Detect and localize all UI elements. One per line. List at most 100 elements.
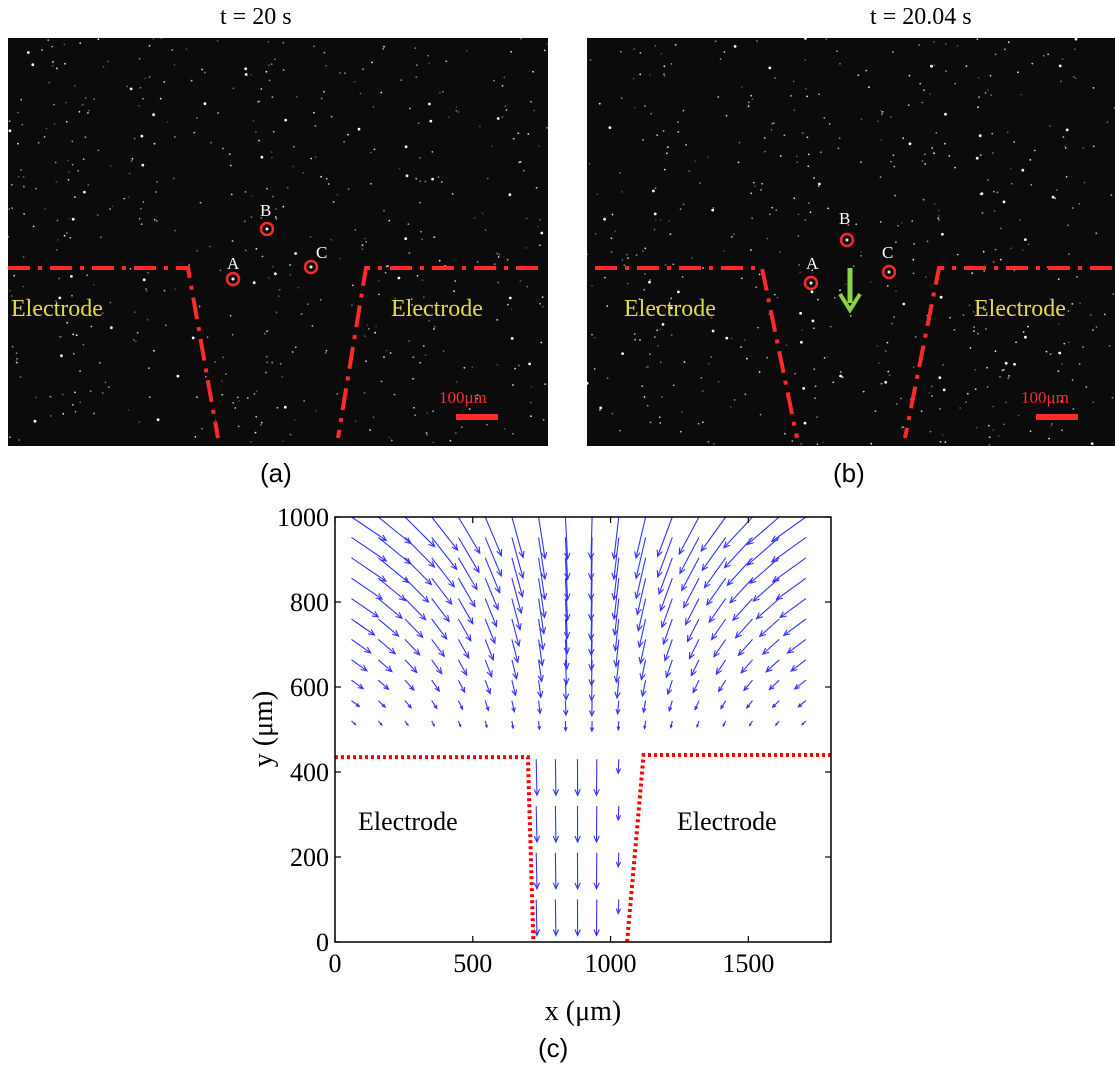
particle xyxy=(697,422,700,425)
particle xyxy=(977,332,979,335)
vector-arrow xyxy=(404,557,432,585)
particle xyxy=(274,216,277,218)
particle xyxy=(886,285,889,287)
particle xyxy=(847,224,850,226)
particle xyxy=(330,115,333,118)
particle xyxy=(928,392,931,394)
vector-arrow-head xyxy=(574,788,581,797)
particle xyxy=(973,326,975,328)
vector-arrow-head xyxy=(407,704,412,709)
vector-arrow-head xyxy=(740,666,748,674)
particle xyxy=(255,130,257,133)
particle xyxy=(107,386,110,388)
vector-arrow-head xyxy=(611,552,618,561)
vector-arrow-head xyxy=(364,646,372,654)
vector-arrow xyxy=(535,805,538,843)
particle xyxy=(1017,71,1019,74)
particle xyxy=(653,336,656,338)
vector-arrow-head xyxy=(408,685,415,692)
particle xyxy=(862,390,865,393)
particle xyxy=(366,324,369,327)
vector-arrow xyxy=(377,598,403,619)
vector-arrow-head xyxy=(613,675,621,684)
vector-arrow xyxy=(535,852,538,889)
particle xyxy=(644,105,646,107)
particle xyxy=(510,337,514,340)
particle xyxy=(79,370,81,373)
vector-arrow-head xyxy=(465,634,472,642)
particle xyxy=(274,272,277,276)
particle xyxy=(614,230,617,233)
particle xyxy=(1048,437,1050,440)
particle xyxy=(768,66,772,70)
panel-b-letter: (b) xyxy=(833,458,865,488)
plot-electrode-left-label: Electrode xyxy=(358,807,458,836)
particle xyxy=(1064,147,1067,149)
vector-arrow-head xyxy=(662,637,669,646)
vector-arrow xyxy=(564,598,568,639)
particle xyxy=(758,273,761,276)
vector-arrow xyxy=(564,659,568,685)
particle xyxy=(907,104,910,106)
particle xyxy=(627,257,629,259)
particle xyxy=(542,418,545,421)
particle xyxy=(1022,331,1025,333)
particle xyxy=(109,301,112,304)
particle xyxy=(744,393,747,396)
particle xyxy=(74,196,76,199)
particle xyxy=(1071,379,1074,381)
vector-arrow xyxy=(377,638,396,655)
particle xyxy=(271,265,274,268)
particle xyxy=(204,375,207,378)
vector-arrow xyxy=(457,598,474,624)
particle xyxy=(828,123,831,125)
vector-arrow-head xyxy=(371,611,380,618)
vector-arrow xyxy=(457,659,468,676)
vector-arrow-head xyxy=(634,551,641,560)
particle xyxy=(833,297,836,299)
particle xyxy=(1049,353,1052,355)
particle xyxy=(415,177,418,180)
particle xyxy=(921,101,924,104)
vector-arrow xyxy=(538,578,546,618)
particle xyxy=(275,311,278,314)
particle xyxy=(282,69,285,71)
vector-arrow-head xyxy=(563,726,568,732)
particle xyxy=(398,167,401,170)
vector-arrow xyxy=(484,516,503,556)
particle xyxy=(669,233,672,236)
y-tick-label: 200 xyxy=(290,843,329,872)
particle xyxy=(941,232,944,236)
particle xyxy=(1024,335,1027,339)
vector-arrow-head xyxy=(615,908,622,915)
particle xyxy=(648,280,651,284)
particle xyxy=(589,59,592,61)
electrode-left-label-b: Electrode xyxy=(624,296,716,322)
particle xyxy=(942,388,946,392)
particle xyxy=(390,439,393,442)
particle xyxy=(365,241,368,243)
vector-arrow-head xyxy=(713,650,720,658)
particle xyxy=(643,396,646,398)
particle xyxy=(343,140,345,143)
particle-marker xyxy=(881,264,897,280)
particle xyxy=(55,181,58,183)
particle xyxy=(426,412,429,414)
particle xyxy=(659,361,662,364)
particle xyxy=(67,178,70,181)
particle xyxy=(1072,408,1075,410)
particle xyxy=(320,97,323,100)
particle xyxy=(148,44,151,47)
vector-arrow xyxy=(790,659,807,672)
particle xyxy=(148,76,151,78)
vector-arrow xyxy=(706,577,727,606)
vector-arrow-head xyxy=(706,598,713,607)
particle xyxy=(1110,194,1113,197)
particle xyxy=(747,101,750,104)
particle xyxy=(56,219,59,222)
particle xyxy=(543,49,546,52)
particle xyxy=(802,387,806,390)
vector-arrow xyxy=(688,639,700,659)
particle xyxy=(365,360,367,362)
particle xyxy=(1042,54,1045,57)
